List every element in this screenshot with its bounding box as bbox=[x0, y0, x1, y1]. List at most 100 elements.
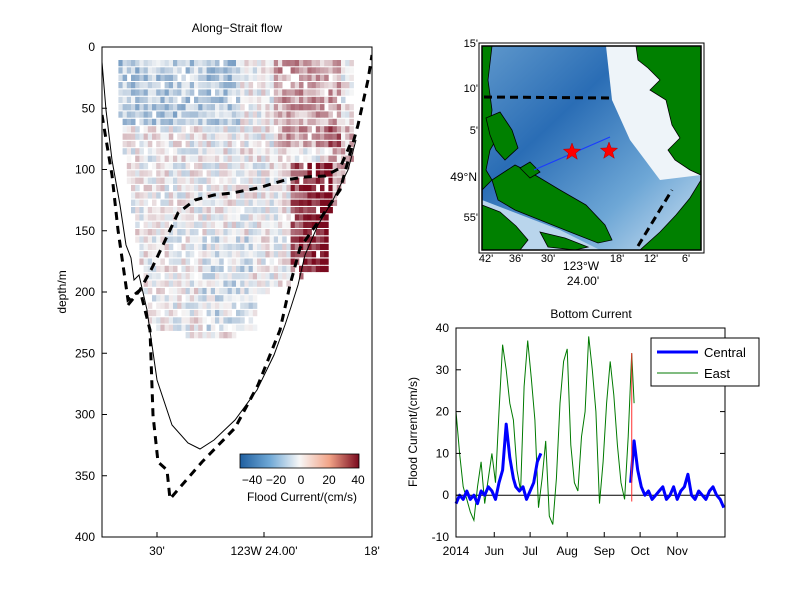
heatmap-cell bbox=[148, 148, 153, 154]
heatmap-cell bbox=[135, 170, 140, 176]
heatmap-cell bbox=[253, 141, 257, 147]
heatmap-cell bbox=[244, 178, 249, 184]
heatmap-cell bbox=[169, 251, 174, 257]
heatmap-cell bbox=[177, 148, 182, 154]
heatmap-cell bbox=[144, 185, 149, 191]
heatmap-cell bbox=[270, 141, 275, 147]
heatmap-cell bbox=[282, 141, 287, 147]
heatmap-cell bbox=[194, 192, 199, 198]
heatmap-cell bbox=[148, 222, 153, 228]
heatmap-cell bbox=[152, 200, 157, 206]
heatmap-cell bbox=[156, 75, 161, 81]
heatmap-cell bbox=[144, 222, 149, 228]
heatmap-cell bbox=[257, 67, 262, 73]
heatmap-cell bbox=[316, 134, 321, 140]
heatmap-cell bbox=[173, 288, 178, 294]
heatmap-cell bbox=[173, 82, 178, 88]
heatmap-cell bbox=[211, 310, 216, 316]
heatmap-cell bbox=[215, 229, 220, 235]
heatmap-cell bbox=[232, 273, 237, 279]
heatmap-cell bbox=[173, 148, 178, 154]
heatmap-cell bbox=[202, 89, 207, 95]
heatmap-cell bbox=[160, 97, 165, 103]
heatmap-cell bbox=[307, 111, 312, 117]
heatmap-cell bbox=[139, 67, 144, 73]
heatmap-cell bbox=[194, 310, 199, 316]
heatmap-cell bbox=[291, 97, 296, 103]
heatmap-cell bbox=[257, 126, 262, 132]
heatmap-cell bbox=[169, 89, 174, 95]
heatmap-cell bbox=[223, 126, 228, 132]
heatmap-cell bbox=[324, 75, 329, 81]
heatmap-cell bbox=[320, 126, 325, 132]
heatmap-cell bbox=[307, 156, 312, 162]
heatmap-cell bbox=[148, 281, 153, 287]
heatmap-cell bbox=[139, 200, 144, 206]
heatmap-cell bbox=[286, 207, 291, 213]
heatmap-cell bbox=[211, 141, 216, 147]
heatmap-cell bbox=[148, 310, 153, 316]
heatmap-cell bbox=[123, 148, 128, 154]
map-lon-label: 42' bbox=[479, 253, 493, 265]
heatmap-cell bbox=[253, 288, 257, 294]
heatmap-cell bbox=[324, 251, 329, 257]
heatmap-cell bbox=[228, 82, 233, 88]
heatmap-cell bbox=[194, 214, 199, 220]
heatmap-cell bbox=[265, 200, 270, 206]
heatmap-cell bbox=[223, 134, 228, 140]
heatmap-cell bbox=[316, 259, 321, 265]
heatmap-cell bbox=[249, 67, 254, 73]
heatmap-cell bbox=[211, 273, 216, 279]
heatmap-cell bbox=[232, 75, 237, 81]
heatmap-cell bbox=[328, 126, 333, 132]
heatmap-cell bbox=[253, 222, 257, 228]
heatmap-cell bbox=[324, 192, 329, 198]
heatmap-cell bbox=[337, 119, 342, 125]
heatmap-cell bbox=[207, 229, 212, 235]
heatmap-cell bbox=[202, 273, 207, 279]
heatmap-cell bbox=[160, 214, 165, 220]
heatmap-cell bbox=[211, 185, 216, 191]
heatmap-cell bbox=[303, 75, 308, 81]
heatmap-cell bbox=[228, 119, 233, 125]
heatmap-cell bbox=[186, 148, 191, 154]
heatmap-cell bbox=[207, 244, 212, 250]
heatmap-cell bbox=[177, 325, 182, 331]
heatmap-cell bbox=[194, 332, 199, 338]
section-y-tick-label: 300 bbox=[75, 408, 95, 422]
heatmap-cell bbox=[223, 303, 228, 309]
heatmap-cell bbox=[274, 111, 279, 117]
heatmap-cell bbox=[202, 97, 207, 103]
heatmap-cell bbox=[207, 104, 212, 110]
heatmap-cell bbox=[240, 244, 245, 250]
heatmap-cell bbox=[156, 134, 161, 140]
heatmap-cell bbox=[207, 332, 212, 338]
heatmap-cell bbox=[232, 325, 237, 331]
heatmap-cell bbox=[291, 163, 296, 169]
heatmap-cell bbox=[165, 251, 170, 257]
heatmap-cell bbox=[165, 295, 170, 301]
heatmap-cell bbox=[148, 89, 153, 95]
heatmap-cell bbox=[316, 236, 321, 242]
heatmap-cell bbox=[219, 156, 224, 162]
heatmap-cell bbox=[194, 259, 199, 265]
heatmap-cell bbox=[303, 192, 308, 198]
heatmap-cell bbox=[186, 244, 191, 250]
heatmap-cell bbox=[274, 141, 279, 147]
heatmap-cell bbox=[139, 89, 144, 95]
heatmap-cell bbox=[307, 207, 312, 213]
heatmap-cell bbox=[265, 97, 270, 103]
heatmap-cell bbox=[316, 192, 321, 198]
heatmap-cell bbox=[265, 156, 270, 162]
heatmap-cell bbox=[282, 170, 287, 176]
heatmap-cell bbox=[257, 163, 262, 169]
heatmap-cell bbox=[215, 288, 220, 294]
heatmap-cell bbox=[152, 178, 157, 184]
heatmap-cell bbox=[207, 281, 212, 287]
heatmap-cell bbox=[303, 207, 308, 213]
heatmap-cell bbox=[223, 170, 228, 176]
heatmap-cell bbox=[152, 148, 157, 154]
heatmap-cell bbox=[274, 134, 279, 140]
heatmap-cell bbox=[236, 60, 241, 66]
heatmap-cell bbox=[131, 178, 136, 184]
